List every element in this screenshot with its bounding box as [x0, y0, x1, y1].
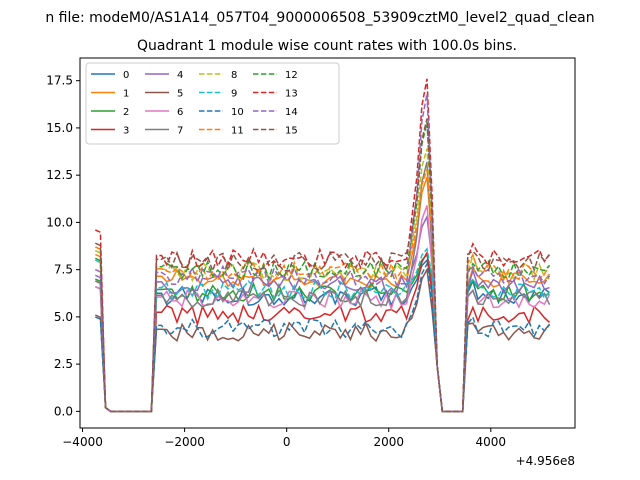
- figure-suptitle: n file: modeM0/AS1A14_057T04_9000006508_…: [45, 10, 594, 26]
- series-5-line: [94, 267, 551, 413]
- x-tick-label: 2000: [373, 435, 404, 449]
- legend-label-11: 11: [231, 126, 244, 137]
- plot-frame: [79, 57, 576, 429]
- legend-label-13: 13: [285, 89, 298, 100]
- x-tick-label: −2000: [164, 435, 205, 449]
- y-tick-label: 5.0: [54, 310, 73, 324]
- legend-label-1: 1: [123, 89, 129, 100]
- series-10-line: [94, 261, 551, 413]
- x-tick-label: 0: [283, 435, 291, 449]
- y-tick-label: 10.0: [46, 215, 73, 229]
- x-offset-label: +4.956e8: [516, 454, 575, 468]
- series-4-line: [94, 214, 550, 413]
- legend-frame: [85, 62, 340, 145]
- chart-title: Quadrant 1 module wise count rates with …: [137, 38, 517, 54]
- legend-label-6: 6: [177, 107, 183, 118]
- y-tick-label: 7.5: [54, 263, 73, 277]
- legend-label-10: 10: [231, 107, 244, 118]
- series-1-line: [94, 176, 551, 413]
- legend-label-9: 9: [231, 89, 237, 100]
- legend-label-4: 4: [177, 70, 183, 81]
- legend-label-12: 12: [285, 70, 298, 81]
- legend-label-14: 14: [285, 107, 298, 118]
- series-15-line: [94, 118, 551, 413]
- legend-label-15: 15: [285, 126, 298, 137]
- legend-label-8: 8: [231, 70, 237, 81]
- y-tick-label: 12.5: [46, 168, 73, 182]
- legend-label-2: 2: [123, 107, 129, 118]
- series-9-line: [94, 247, 551, 413]
- legend-label-5: 5: [177, 89, 183, 100]
- plot-area: [94, 78, 551, 413]
- series-13-line: [95, 78, 551, 413]
- series-0-line: [95, 258, 550, 413]
- series-12-line: [94, 122, 551, 413]
- y-tick-label: 15.0: [46, 121, 73, 135]
- x-tick-label: −4000: [62, 435, 103, 449]
- legend-label-0: 0: [123, 70, 129, 81]
- y-tick-label: 2.5: [54, 357, 73, 371]
- y-tick-label: 0.0: [54, 404, 73, 418]
- axes: −4000 −2000 0 2000 4000 0.0 2.5 5.0 7.5 10.0 12.5 1…: [46, 74, 506, 449]
- series-6-line: [95, 205, 551, 413]
- legend-label-7: 7: [177, 126, 183, 137]
- y-tick-label: 17.5: [46, 74, 73, 88]
- legend-label-3: 3: [123, 126, 129, 137]
- x-tick-label: 4000: [476, 435, 507, 449]
- series-11-line: [95, 169, 551, 413]
- series-3-line: [94, 250, 551, 413]
- series-14-line: [94, 93, 551, 413]
